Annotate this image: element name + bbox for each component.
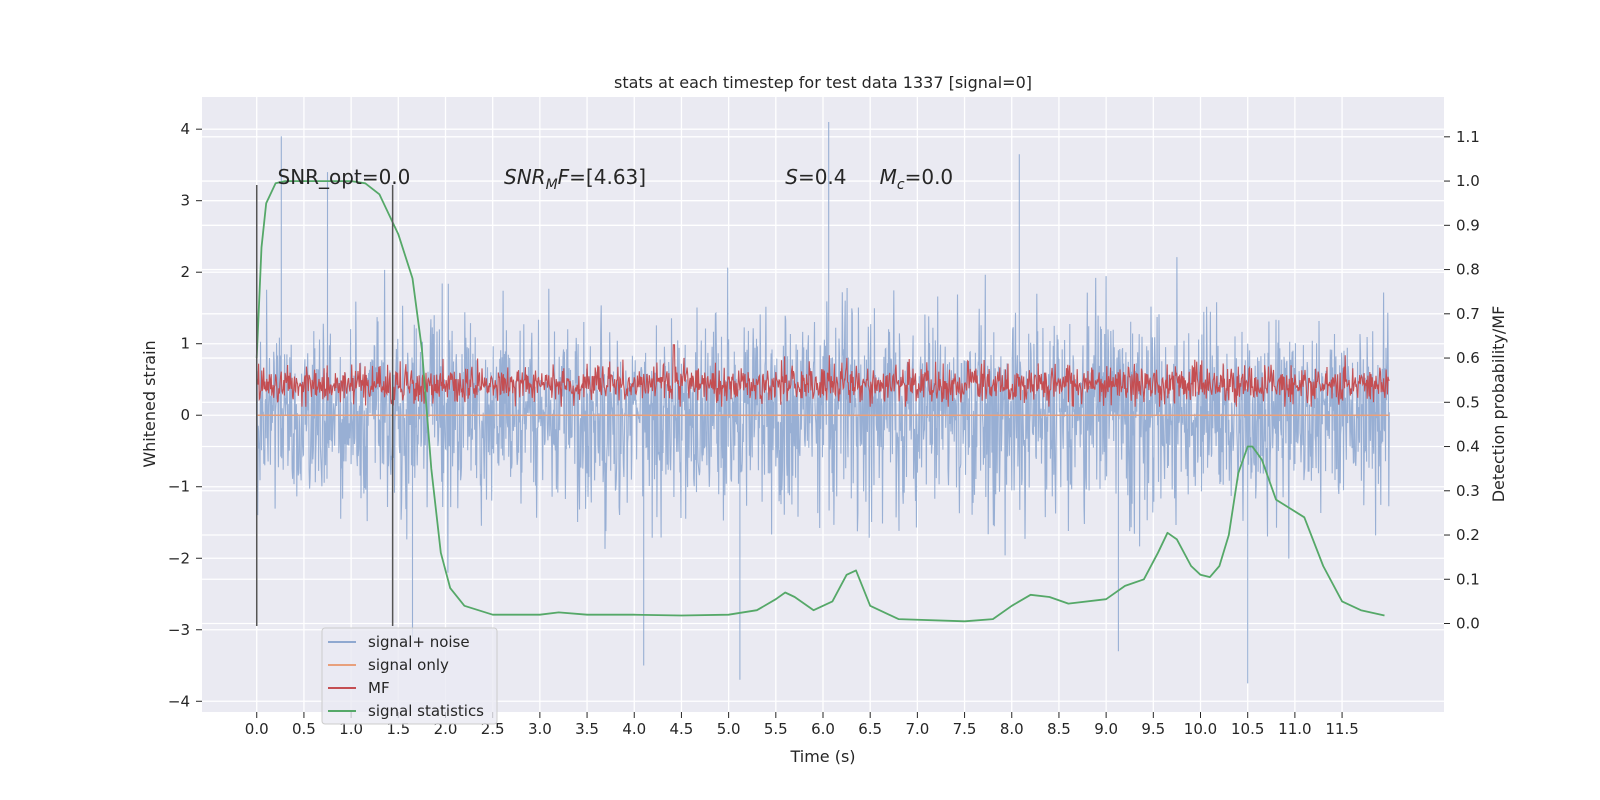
legend-label: signal+ noise bbox=[368, 633, 470, 651]
signal-statistics-line bbox=[255, 180, 1385, 623]
y2-tick-label: 0.5 bbox=[1456, 393, 1480, 411]
x-tick-label: 6.0 bbox=[811, 720, 835, 738]
x-tick-label: 4.0 bbox=[622, 720, 646, 738]
legend-box bbox=[321, 627, 498, 725]
x-tick-label: 11.0 bbox=[1278, 720, 1311, 738]
y2-tick-label: 0.6 bbox=[1456, 349, 1480, 367]
x-tick-label: 10.0 bbox=[1184, 720, 1217, 738]
x-tick-label: 0.5 bbox=[292, 720, 316, 738]
y-tick-label: 2 bbox=[180, 263, 190, 281]
x-tick-label: 5.0 bbox=[717, 720, 741, 738]
x-tick-label: 9.0 bbox=[1094, 720, 1118, 738]
x-tick-label: 3.0 bbox=[528, 720, 552, 738]
y2-tick-label: 0.2 bbox=[1456, 526, 1480, 544]
x-tick-label: 7.5 bbox=[953, 720, 977, 738]
y2-tick-label: 0.0 bbox=[1456, 615, 1480, 633]
x-axis-label: Time (s) bbox=[789, 747, 855, 766]
x-tick-label: 9.5 bbox=[1141, 720, 1165, 738]
y2-tick-label: 0.4 bbox=[1456, 438, 1480, 456]
y-tick-label: −3 bbox=[168, 621, 190, 639]
y2-axis-label: Detection probability/MF bbox=[1489, 306, 1508, 503]
x-tick-label: 6.5 bbox=[858, 720, 882, 738]
axes: 0.0 0.5 1.0 1.5 2.0 2.5 3.0 3.5 4.0 4.5 5.0 5.5 6.0 6… bbox=[168, 120, 1480, 738]
marker-lines bbox=[255, 185, 394, 626]
annotation-text: S=0.4 bbox=[785, 165, 846, 189]
y-axis-label: Whitened strain bbox=[140, 340, 159, 467]
annotation-text: Mc=0.0 bbox=[880, 165, 954, 193]
y2-tick-label: 1.1 bbox=[1456, 128, 1480, 146]
x-tick-label: 11.5 bbox=[1325, 720, 1358, 738]
y-tick-label: −4 bbox=[168, 692, 190, 710]
y-tick-label: 1 bbox=[180, 335, 190, 353]
legend-label: signal only bbox=[368, 656, 449, 674]
y2-tick-label: 0.3 bbox=[1456, 482, 1480, 500]
x-tick-label: 5.5 bbox=[764, 720, 788, 738]
annotations: SNR_opt=0.0 SNRMF=[4.63] S=0.4 Mc=0.0 bbox=[278, 165, 954, 193]
y2-tick-label: 0.8 bbox=[1456, 261, 1480, 279]
y-tick-label: 0 bbox=[180, 406, 190, 424]
x-tick-label: 4.5 bbox=[670, 720, 694, 738]
x-tick-label: 10.5 bbox=[1231, 720, 1264, 738]
y2-tick-label: 0.9 bbox=[1456, 216, 1480, 234]
signal-noise-line bbox=[256, 122, 1390, 684]
series-signal-statistics bbox=[255, 180, 1385, 623]
y-tick-label: 3 bbox=[180, 192, 190, 210]
x-tick-label: 8.5 bbox=[1047, 720, 1071, 738]
x-tick-label: 8.0 bbox=[1000, 720, 1024, 738]
x-tick-label: 3.5 bbox=[575, 720, 599, 738]
series-mf bbox=[256, 344, 1390, 407]
series-signal-noise bbox=[256, 122, 1390, 684]
y2-tick-label: 0.1 bbox=[1456, 570, 1480, 588]
x-tick-label: 7.0 bbox=[905, 720, 929, 738]
annotation-text: SNR_opt=0.0 bbox=[278, 165, 411, 189]
y2-tick-label: 1.0 bbox=[1456, 172, 1480, 190]
y-tick-label: −1 bbox=[168, 478, 190, 496]
x-tick-label: 0.0 bbox=[245, 720, 269, 738]
y2-tick-label: 0.7 bbox=[1456, 305, 1480, 323]
legend-label: signal statistics bbox=[368, 702, 484, 720]
chart-title: stats at each timestep for test data 133… bbox=[614, 73, 1032, 92]
legend: signal+ noise signal only MF signal statist… bbox=[321, 627, 498, 725]
y-tick-label: 4 bbox=[180, 120, 190, 138]
annotation-text: SNRMF=[4.63] bbox=[504, 165, 646, 193]
legend-label: MF bbox=[368, 679, 390, 697]
y-tick-label: −2 bbox=[168, 549, 190, 567]
mf-line bbox=[256, 344, 1390, 407]
